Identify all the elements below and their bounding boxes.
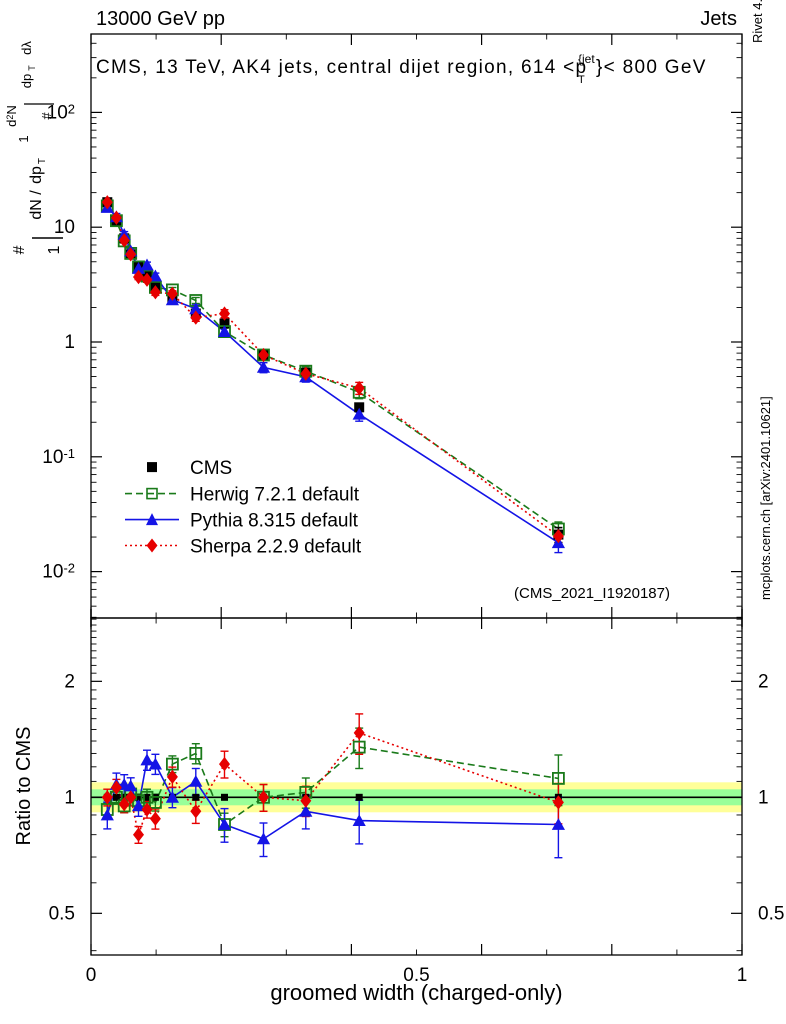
svg-text:2: 2 — [758, 671, 769, 692]
svg-text:}< 800 GeV: }< 800 GeV — [596, 57, 707, 78]
svg-text:1: 1 — [16, 135, 31, 142]
svg-text:T: T — [578, 74, 585, 86]
svg-text:10: 10 — [54, 217, 75, 238]
svg-text:#: # — [39, 112, 54, 120]
svg-text:groomed width (charged-only): groomed width (charged-only) — [270, 980, 562, 1005]
svg-text:CMS: CMS — [190, 458, 232, 479]
svg-text:1: 1 — [758, 787, 769, 808]
svg-text:1: 1 — [46, 245, 63, 254]
svg-text:{jet: {jet — [578, 52, 595, 66]
svg-text:Sherpa 2.2.9 default: Sherpa 2.2.9 default — [190, 537, 362, 558]
svg-text:0.5: 0.5 — [758, 903, 784, 924]
svg-text:(CMS_2021_I1920187): (CMS_2021_I1920187) — [514, 585, 670, 602]
svg-text:1: 1 — [64, 332, 75, 353]
svg-text:dλ: dλ — [19, 41, 34, 55]
svg-text:Rivet 4.1.0, ≥ 100k events: Rivet 4.1.0, ≥ 100k events — [750, 0, 765, 43]
svg-text:0: 0 — [86, 965, 97, 986]
svg-text:CMS, 13 TeV, AK4 jets, central: CMS, 13 TeV, AK4 jets, central dijet reg… — [96, 57, 587, 78]
svg-text:dp: dp — [19, 74, 34, 88]
svg-text:Ratio to CMS: Ratio to CMS — [13, 727, 35, 846]
svg-text:dN /: dN / — [28, 190, 45, 220]
svg-text:T: T — [27, 65, 37, 71]
svg-text:Pythia 8.315 default: Pythia 8.315 default — [190, 511, 359, 532]
svg-text:Jets: Jets — [700, 8, 737, 30]
svg-text:1: 1 — [737, 965, 748, 986]
svg-text:dp: dp — [28, 166, 45, 184]
svg-text:1: 1 — [64, 787, 75, 808]
svg-text:13000 GeV pp: 13000 GeV pp — [96, 8, 225, 30]
svg-text:0.5: 0.5 — [49, 903, 75, 924]
svg-text:T: T — [37, 158, 48, 164]
svg-text:#: # — [11, 245, 28, 254]
svg-text:mcplots.cern.ch [arXiv:2401.10: mcplots.cern.ch [arXiv:2401.10621] — [758, 396, 773, 600]
svg-text:Herwig 7.2.1 default: Herwig 7.2.1 default — [190, 485, 360, 506]
svg-text:2: 2 — [64, 671, 75, 692]
